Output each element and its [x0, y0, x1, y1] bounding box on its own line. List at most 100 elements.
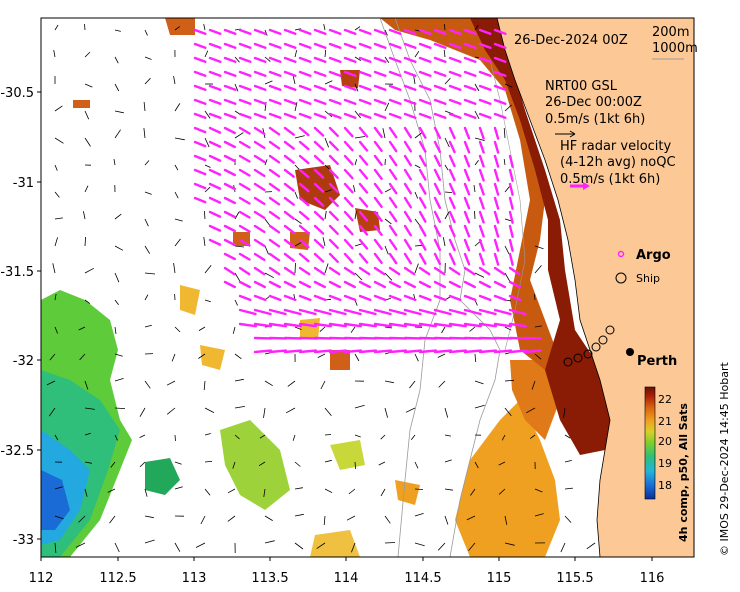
hf-radar-arrow [253, 112, 267, 120]
model-current-arrow [54, 217, 63, 220]
hf-radar-arrow [493, 168, 500, 182]
sst-cold-patch [41, 470, 70, 530]
hf-radar-arrow [238, 42, 252, 49]
hf-radar-arrow [313, 84, 327, 92]
model-current-arrow [114, 326, 117, 334]
model-current-arrow [444, 488, 453, 491]
model-current-arrow [410, 434, 416, 440]
hf-radar-arrow [508, 238, 514, 252]
model-current-arrow [174, 103, 181, 112]
hf-radar-arrow [418, 266, 431, 276]
model-current-arrow [324, 407, 332, 416]
model-current-arrow [174, 542, 181, 552]
hf-radar-arrow [478, 280, 491, 289]
hf-radar-arrow [403, 280, 416, 289]
model-current-arrow [534, 325, 542, 328]
x-tick-label: 113.5 [251, 571, 288, 586]
hf-radar-arrow [298, 210, 310, 221]
hf-radar-arrow [298, 28, 312, 35]
model-current-arrow [414, 191, 419, 199]
hf-radar-arrow [313, 266, 326, 276]
hf-radar-arrow [208, 84, 222, 92]
model-current-arrow [504, 245, 510, 255]
model-current-arrow [384, 218, 392, 225]
ship-track [563, 325, 615, 367]
model-current-arrow [292, 76, 296, 85]
model-current-arrow [54, 434, 59, 441]
model-current-arrow [114, 29, 121, 32]
hf-radar-arrow [463, 168, 471, 182]
hf-radar-arrow [403, 238, 412, 251]
hf-radar-arrow [208, 70, 222, 78]
model-current-arrow [384, 56, 390, 64]
hf-radar-arrow [418, 238, 427, 251]
model-current-arrow [174, 191, 179, 199]
model-current-arrow [114, 110, 124, 114]
model-current-arrow [414, 50, 420, 58]
hf-radar-arrow [403, 140, 412, 153]
hf-radar-arrow [268, 224, 281, 234]
model-current-arrow [504, 83, 513, 88]
hf-radar-arrow [268, 140, 281, 150]
hf-radar-arrow [373, 224, 383, 237]
model-current-arrow [75, 542, 86, 548]
model-current-arrow [292, 434, 296, 441]
coastline [496, 18, 611, 557]
model-current-arrow [444, 434, 451, 437]
hf-radar-arrow [238, 196, 251, 205]
model-current-arrow [534, 353, 542, 360]
hf-radar-arrow [388, 266, 401, 276]
model-current-arrow [586, 542, 596, 550]
model-current-arrow [382, 128, 386, 139]
sst-orange-patch-5 [165, 18, 195, 35]
hf-radar-arrow [358, 349, 378, 354]
hf-radar-arrow [358, 98, 372, 106]
hf-radar-arrow [268, 252, 281, 262]
model-current-arrow [474, 353, 477, 363]
model-current-arrow [384, 188, 392, 193]
hf-radar-arrow [373, 182, 383, 195]
hf-radar-arrow [238, 294, 252, 302]
model-current-arrow [264, 515, 273, 521]
hf-radar-arrow [298, 56, 312, 63]
hf-radar-arrow [373, 252, 383, 264]
hf-radar-arrow [343, 196, 354, 208]
hf-radar-arrow [313, 182, 325, 193]
model-current-arrow [504, 186, 510, 193]
model-current-arrow [84, 83, 93, 88]
hf-radar-arrow [268, 28, 282, 35]
sst-colorbar [644, 386, 656, 500]
hf-radar-arrow [388, 308, 407, 316]
model-current-arrow [204, 433, 211, 436]
model-current-arrow [84, 299, 91, 304]
model-current-arrow [227, 488, 236, 494]
hf-radar-arrow [448, 322, 467, 328]
hf-radar-arrow [193, 126, 207, 134]
sst-green-patch-2 [145, 458, 180, 495]
model-current-arrow [144, 245, 151, 254]
model-current-arrow [444, 23, 446, 31]
hf-radar-arrow [388, 56, 402, 63]
model-current-arrow [84, 185, 89, 193]
model-current-arrow [474, 110, 480, 120]
ship-position-marker [573, 353, 583, 363]
hf-legend-avg: (4-12h avg) noQC [560, 155, 676, 170]
model-current-arrow [198, 353, 206, 359]
sst-yellowgreen-patch [220, 420, 290, 510]
hf-radar-arrow [193, 168, 207, 176]
hf-radar-arrow [493, 28, 507, 35]
model-current-arrow [384, 102, 390, 112]
hf-radar-arrow [493, 349, 513, 354]
model-current-arrow [54, 486, 63, 490]
hf-radar-arrow [298, 126, 310, 137]
hf-radar-arrow [343, 349, 363, 354]
hf-radar-arrow [253, 98, 267, 106]
hf-radar-arrow [358, 210, 369, 222]
hf-radar-arrow [268, 56, 282, 63]
model-current-arrow [84, 51, 91, 58]
hf-radar-arrow [373, 112, 387, 120]
hf-radar-arrow [478, 210, 485, 224]
hf-scale-arrowhead [583, 182, 590, 190]
model-current-arrow [320, 380, 326, 390]
hf-radar-arrow [493, 294, 507, 302]
